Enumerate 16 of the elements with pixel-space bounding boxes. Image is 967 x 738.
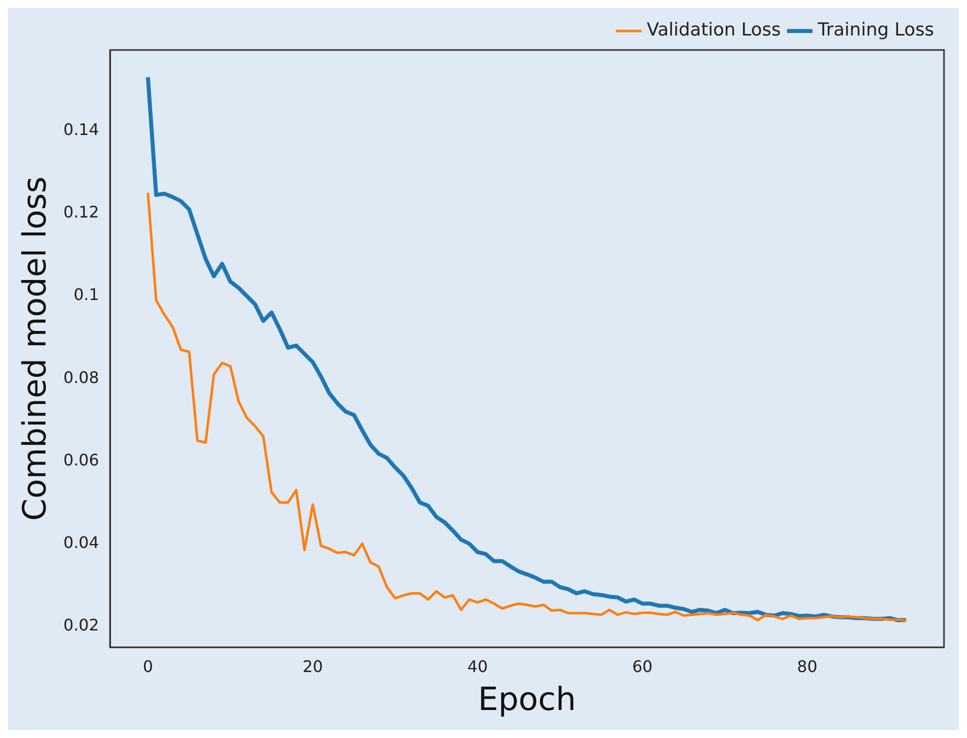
- x-tick-label: 20: [302, 657, 323, 676]
- legend-label: Validation Loss: [646, 20, 781, 41]
- x-axis-title: Epoch: [478, 680, 576, 718]
- x-tick-label: 40: [467, 657, 488, 676]
- legend-label: Training Loss: [816, 20, 934, 41]
- x-tick-label: 60: [632, 657, 653, 676]
- y-axis-title: Combined model loss: [16, 176, 54, 521]
- x-tick-label: 80: [797, 657, 818, 676]
- y-tick-label: 0.1: [74, 285, 100, 304]
- y-tick-label: 0.08: [63, 368, 100, 387]
- y-tick-label: 0.02: [63, 616, 100, 634]
- x-tick-label: 0: [142, 657, 154, 676]
- y-tick-label: 0.14: [63, 120, 100, 140]
- y-tick-label: 0.06: [63, 450, 100, 470]
- y-tick-label: 0.12: [63, 202, 100, 222]
- y-tick-label: 0.04: [63, 532, 100, 552]
